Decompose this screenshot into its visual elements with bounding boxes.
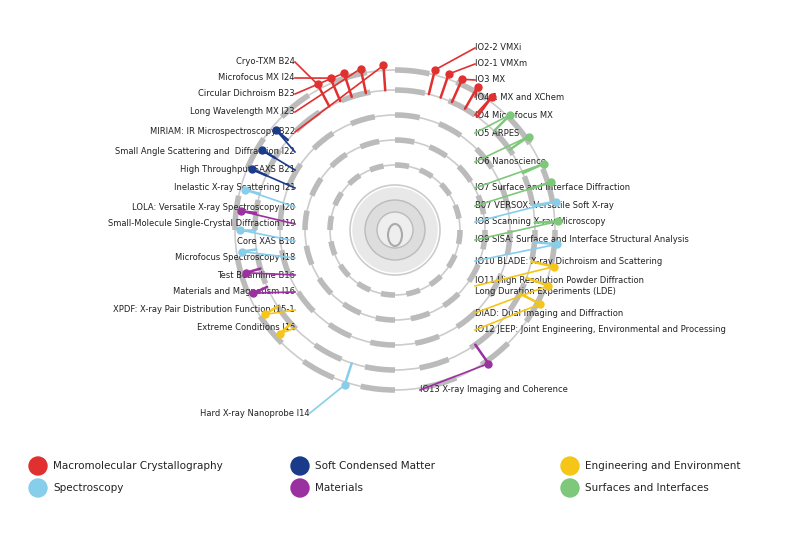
Text: Core XAS B18: Core XAS B18 xyxy=(237,237,295,245)
Text: LOLA: Versatile X-ray Spectroscopy I20: LOLA: Versatile X-ray Spectroscopy I20 xyxy=(132,202,295,211)
Text: Spectroscopy: Spectroscopy xyxy=(53,483,123,493)
Text: Materials: Materials xyxy=(315,483,363,493)
Text: IO2-1 VMXm: IO2-1 VMXm xyxy=(475,60,527,68)
Text: Macromolecular Crystallography: Macromolecular Crystallography xyxy=(53,461,223,471)
Text: DIAD: Dual Imaging and Diffraction: DIAD: Dual Imaging and Diffraction xyxy=(475,308,623,317)
Text: IO3 MX: IO3 MX xyxy=(475,75,505,84)
Circle shape xyxy=(377,212,413,248)
Circle shape xyxy=(291,457,309,475)
Text: Long Wavelength MX I23: Long Wavelength MX I23 xyxy=(191,108,295,117)
Text: IO4-1 MX and XChem: IO4-1 MX and XChem xyxy=(475,93,564,102)
Text: Small Angle Scattering and  Diffraction I22: Small Angle Scattering and Diffraction I… xyxy=(115,147,295,157)
Text: B07 VERSOX: Versatile Soft X-ray: B07 VERSOX: Versatile Soft X-ray xyxy=(475,202,614,210)
Circle shape xyxy=(365,200,425,260)
Text: Circular Dichroism B23: Circular Dichroism B23 xyxy=(199,89,295,98)
Text: IO13 X-ray Imaging and Coherence: IO13 X-ray Imaging and Coherence xyxy=(420,386,568,394)
Circle shape xyxy=(291,479,309,497)
Text: IO12 JEEP: Joint Engineering, Environmental and Processing: IO12 JEEP: Joint Engineering, Environmen… xyxy=(475,325,726,335)
Circle shape xyxy=(29,479,47,497)
Text: XPDF: X-ray Pair Distribution Function I15-1: XPDF: X-ray Pair Distribution Function I… xyxy=(113,306,295,315)
Text: Inelastic X-ray Scattering I21: Inelastic X-ray Scattering I21 xyxy=(173,183,295,193)
Text: IO5 ARPES: IO5 ARPES xyxy=(475,129,519,138)
Text: Small-Molecule Single-Crystal Diffraction I19: Small-Molecule Single-Crystal Diffractio… xyxy=(108,220,295,229)
Text: Soft Condensed Matter: Soft Condensed Matter xyxy=(315,461,435,471)
Text: Cryo-TXM B24: Cryo-TXM B24 xyxy=(237,58,295,67)
Text: IO8 Scanning X-ray Microscopy: IO8 Scanning X-ray Microscopy xyxy=(475,217,605,226)
Text: IO2-2 VMXi: IO2-2 VMXi xyxy=(475,44,521,53)
Text: Engineering and Environment: Engineering and Environment xyxy=(585,461,740,471)
Text: Hard X-ray Nanoprobe I14: Hard X-ray Nanoprobe I14 xyxy=(200,408,310,417)
Text: Microfocus MX I24: Microfocus MX I24 xyxy=(218,74,295,82)
Text: IO9 SISA: Surface and Interface Structural Analysis: IO9 SISA: Surface and Interface Structur… xyxy=(475,236,689,244)
Text: Test Beamline B16: Test Beamline B16 xyxy=(217,271,295,280)
Text: High Throughput SAXS B21: High Throughput SAXS B21 xyxy=(180,166,295,174)
Text: IO7 Surface and Interface Diffraction: IO7 Surface and Interface Diffraction xyxy=(475,183,630,193)
Text: Surfaces and Interfaces: Surfaces and Interfaces xyxy=(585,483,709,493)
Text: IO4 Microfocus MX: IO4 Microfocus MX xyxy=(475,110,553,119)
Text: Extreme Conditions I15: Extreme Conditions I15 xyxy=(197,323,295,332)
Text: IO10 BLADE: X-ray Dichroism and Scattering: IO10 BLADE: X-ray Dichroism and Scatteri… xyxy=(475,257,662,265)
Text: Microfocus Spectroscopy I18: Microfocus Spectroscopy I18 xyxy=(175,253,295,263)
Circle shape xyxy=(561,457,579,475)
Text: IO11 High Resolution Powder Diffraction
Long Duration Experiments (LDE): IO11 High Resolution Powder Diffraction … xyxy=(475,277,644,296)
Circle shape xyxy=(353,188,437,272)
Text: Materials and Magnetism I16: Materials and Magnetism I16 xyxy=(173,287,295,296)
Text: MIRIAM: IR Microspectroscopy B22: MIRIAM: IR Microspectroscopy B22 xyxy=(149,128,295,137)
Text: IO6 Nanoscience: IO6 Nanoscience xyxy=(475,158,546,166)
Circle shape xyxy=(29,457,47,475)
Circle shape xyxy=(561,479,579,497)
